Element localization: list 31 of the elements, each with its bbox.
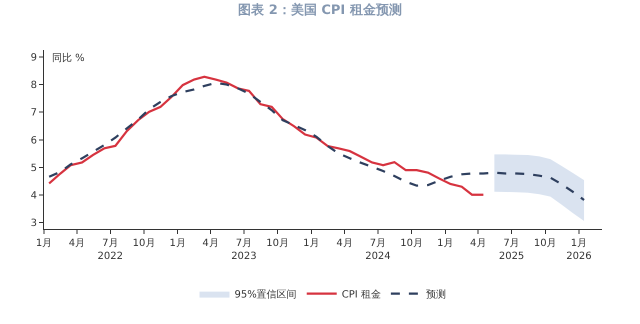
x-tick-label: 1月 [36, 238, 52, 249]
y-tick-label: 6 [30, 135, 37, 146]
x-tick-label: 4月 [336, 238, 353, 249]
x-tick-label: 7月 2022 [98, 238, 123, 262]
x-tick-label: 7月 2023 [231, 238, 257, 262]
x-tick-label: 4月 [202, 238, 219, 249]
x-tick-label: 7月 2025 [498, 238, 524, 262]
x-tick-label: 1月 [437, 238, 454, 249]
x-tick-label: 10月 [266, 238, 289, 249]
x-tick-label: 4月 [470, 238, 486, 249]
legend-label: 预测 [426, 288, 446, 301]
y-tick-label: 3 [30, 218, 37, 230]
y-axis-title: 同比 % [52, 52, 85, 64]
x-tick-label: 10月 [534, 238, 557, 249]
x-tick-label: 1月 2026 [566, 238, 592, 262]
x-tick-label: 1月 [169, 238, 186, 249]
y-tick-label: 5 [30, 162, 37, 174]
x-tick-label: 10月 [400, 238, 423, 249]
x-tick-label: 4月 [68, 238, 86, 249]
legend-label: 95%置信区间 [234, 288, 297, 301]
y-tick-label: 7 [30, 108, 37, 119]
y-tick-label: 4 [30, 190, 37, 202]
line-series [48, 76, 484, 196]
x-tick-label: 10月 [132, 238, 156, 249]
y-tick-label: 8 [30, 80, 37, 92]
y-tick-label: 9 [30, 52, 37, 64]
x-tick-label: 1月 [303, 238, 320, 249]
line-series [48, 82, 586, 202]
x-tick-label: 7月 2024 [365, 238, 391, 262]
chart-title: 图表 2：美国 CPI 租金预测 [238, 2, 402, 18]
legend-label: CPI 租金 [342, 288, 381, 301]
